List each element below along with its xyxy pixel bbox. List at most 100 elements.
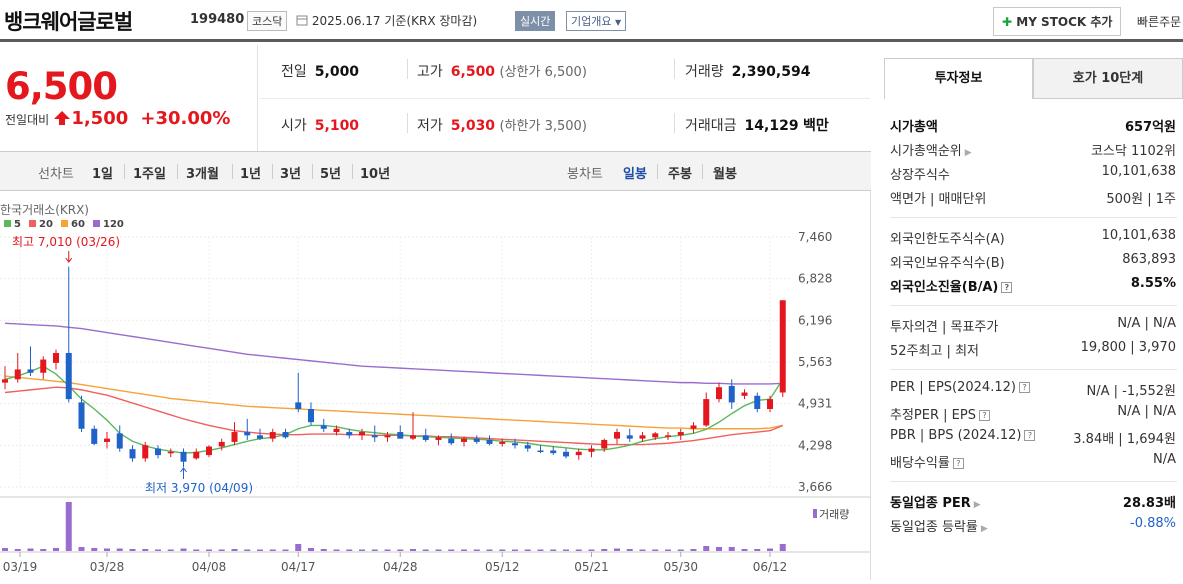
- info-key: 시가총액: [890, 120, 938, 135]
- candle-body: [155, 448, 161, 456]
- candle-body: [499, 441, 506, 444]
- x-tick-label: 03/19: [3, 560, 38, 574]
- volume-bar: [677, 549, 684, 551]
- period-10y[interactable]: 10년: [360, 167, 391, 182]
- price-box: 6,500 전일대비 1,500 +30.00%: [0, 45, 258, 151]
- tab-order-book[interactable]: 호가 10단계: [1033, 58, 1183, 99]
- candle-body: [78, 402, 85, 429]
- candle-body: [180, 451, 187, 462]
- info-value: 28.83배: [1122, 496, 1176, 511]
- info-value: N/A: [1153, 452, 1176, 467]
- amount-value: 14,129: [744, 118, 799, 134]
- chevron-right-icon[interactable]: ▶: [980, 524, 988, 534]
- info-row: 동일업종 등락률 ▶ -0.88%: [890, 516, 1183, 540]
- period-3m[interactable]: 3개월: [186, 167, 219, 182]
- y-tick-label: 3,666: [798, 480, 832, 494]
- high-annotation: 최고 7,010 (03/26): [12, 235, 120, 249]
- my-stock-add-button[interactable]: ✚ MY STOCK 추가: [993, 7, 1122, 36]
- info-row: 투자의견 | 목표주가 N/A | N/A: [890, 316, 1183, 340]
- candle-body: [2, 379, 8, 383]
- candle-body: [371, 435, 378, 438]
- info-value: 19,800 | 3,970: [1080, 340, 1176, 355]
- info-value: 500원 | 1주: [1106, 192, 1176, 207]
- candle-daily[interactable]: 일봉: [623, 167, 647, 182]
- volume-bar: [78, 547, 85, 551]
- change-percent: +30.00%: [140, 108, 231, 129]
- volume-bar: [295, 544, 302, 551]
- volume-bar: [448, 549, 455, 551]
- volume-bar: [614, 548, 620, 551]
- info-value: -0.88%: [1130, 516, 1176, 531]
- candle-body: [767, 399, 773, 409]
- help-icon[interactable]: ?: [1001, 282, 1013, 293]
- volume-bar: [53, 548, 59, 551]
- volume-bar: [741, 549, 748, 551]
- volume-bar: [601, 549, 608, 551]
- chevron-right-icon[interactable]: ▶: [973, 500, 981, 510]
- candle-body: [677, 432, 684, 436]
- x-tick-label: 04/08: [192, 560, 227, 574]
- info-row: 추정PER | EPS? N/A | N/A: [890, 404, 1183, 428]
- x-tick-label: 05/30: [663, 560, 698, 574]
- candle-body: [129, 449, 136, 459]
- info-row: 시가총액 657억원: [890, 116, 1183, 140]
- candle-body: [461, 438, 467, 442]
- help-icon[interactable]: ?: [978, 410, 990, 421]
- ma20-line: [4, 386, 784, 446]
- low-arrow-icon: [180, 467, 187, 479]
- dropdown-arrow-icon: ▼: [614, 18, 622, 27]
- volume-bar: [333, 549, 340, 551]
- period-1y[interactable]: 1년: [240, 167, 262, 182]
- volume-bar: [550, 549, 557, 551]
- volume-bar: [40, 549, 47, 551]
- candle-monthly[interactable]: 월봉: [713, 167, 737, 182]
- x-tick-label: 05/21: [574, 560, 609, 574]
- volume-bar: [359, 549, 365, 551]
- help-icon[interactable]: ?: [952, 458, 964, 469]
- info-key: 추정PER | EPS?: [890, 404, 990, 423]
- volume-bar: [410, 549, 416, 551]
- candle-body: [703, 399, 710, 426]
- tab-investment-info[interactable]: 투자정보: [884, 58, 1033, 99]
- info-row: 외국인한도주식수(A) 10,101,638: [890, 228, 1183, 252]
- volume-bar: [537, 549, 544, 551]
- quick-order-link[interactable]: 빠른주문: [1137, 15, 1182, 29]
- volume-bar: [308, 548, 314, 551]
- stock-chart[interactable]: 7,460 6,828 6,196 5,563 4,931 4,298 3,666 한국거래소…: [0, 191, 871, 580]
- stock-name: 뱅크웨어글로벌: [4, 10, 133, 34]
- volume-bar: [486, 549, 493, 551]
- legend-label: 60: [71, 219, 85, 230]
- high-arrow-icon: [65, 251, 73, 263]
- candle-weekly[interactable]: 주봉: [668, 167, 692, 182]
- candle-body: [601, 439, 608, 449]
- info-row: 액면가 | 매매단위 500원 | 1주: [890, 188, 1183, 212]
- period-1d[interactable]: 1일: [92, 167, 114, 182]
- period-3y[interactable]: 3년: [280, 167, 302, 182]
- info-value: 10,101,638: [1101, 228, 1176, 243]
- candle-body: [269, 432, 276, 439]
- y-tick-label: 4,298: [798, 438, 832, 452]
- volume-bar: [155, 549, 161, 551]
- volume-bar: [639, 549, 646, 551]
- info-value: 863,893: [1122, 252, 1176, 267]
- realtime-badge[interactable]: 실시간: [515, 11, 556, 31]
- price-summary: 전일 5,000 고가 6,500 (상한가 6,500) 거래량 2,390,594…: [259, 45, 870, 151]
- period-1w[interactable]: 1주일: [133, 167, 166, 182]
- volume-bar: [435, 549, 442, 551]
- info-row: 외국인보유주식수(B) 863,893: [890, 252, 1183, 276]
- volume-bar: [257, 549, 263, 551]
- company-overview-dropdown[interactable]: 기업개요 ▼: [566, 11, 627, 31]
- help-icon[interactable]: ?: [1018, 382, 1030, 393]
- amount-unit: 백만: [803, 118, 829, 134]
- volume-bar: [703, 546, 710, 551]
- info-row: 동일업종 PER ▶ 28.83배: [890, 492, 1183, 516]
- help-icon[interactable]: ?: [1024, 430, 1036, 441]
- chevron-right-icon[interactable]: ▶: [964, 148, 972, 158]
- volume-bar: [167, 549, 174, 551]
- candle-body: [410, 435, 416, 439]
- candle-body: [754, 395, 761, 409]
- period-5y[interactable]: 5년: [320, 167, 342, 182]
- info-row: 52주최고 | 최저 19,800 | 3,970: [890, 340, 1183, 364]
- candle-body: [27, 369, 34, 373]
- candle-body: [575, 451, 582, 456]
